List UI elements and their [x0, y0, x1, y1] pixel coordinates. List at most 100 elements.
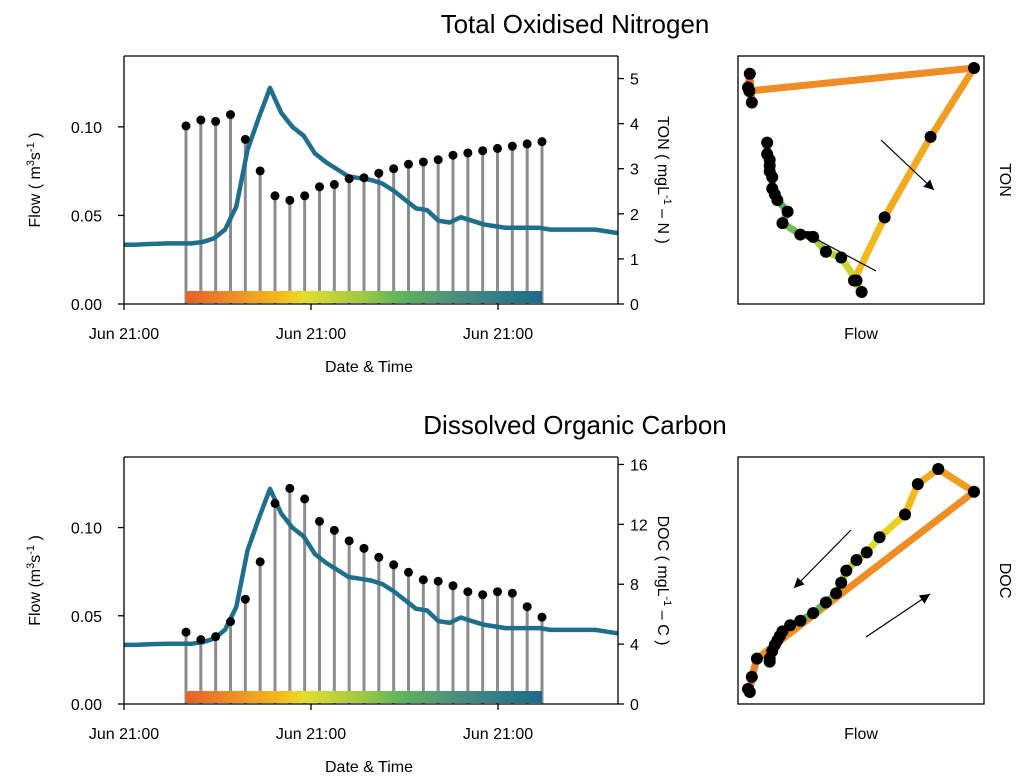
hysteresis-point: [745, 96, 758, 109]
sample-point: [374, 552, 384, 562]
hysteresis-point: [835, 576, 848, 589]
y-tick-label-right: 12: [630, 517, 648, 534]
hysteresis-segment: [850, 213, 889, 285]
hysteresis-point: [855, 286, 868, 298]
y-tick-label-left: 0.05: [71, 208, 102, 225]
sample-point: [418, 157, 428, 167]
sampling-color-ramp: [186, 291, 542, 303]
hysteresis-point: [766, 182, 779, 195]
sample-point: [463, 148, 473, 158]
direction-arrowhead: [918, 594, 930, 604]
hysteresis-x-label: Flow: [844, 726, 878, 743]
sample-point: [270, 191, 280, 201]
y-tick-label-left: 0.05: [71, 609, 102, 626]
sample-point: [463, 587, 473, 597]
hysteresis-point: [911, 478, 924, 491]
flow-line: [124, 486, 619, 648]
y-tick-label-left: 0.00: [71, 697, 102, 714]
y-tick-label-right: 5: [630, 72, 639, 89]
hysteresis-segment: [934, 465, 978, 496]
sample-point: [478, 590, 488, 600]
hysteresis-point: [968, 62, 980, 74]
sample-point: [315, 516, 324, 526]
y-tick-label-right: 16: [630, 457, 648, 474]
hysteresis-point: [932, 463, 945, 475]
sample-point: [344, 174, 354, 184]
sample-point: [418, 575, 428, 585]
y-tick-label-right: 4: [630, 637, 639, 654]
y-axis-label-right: DOC ( mgL-1 – C ): [654, 516, 673, 646]
hysteresis-point: [743, 84, 756, 97]
sampling-color-ramp: [186, 691, 542, 703]
sample-point: [196, 115, 206, 125]
sample-point: [300, 494, 310, 504]
hysteresis-x-label: Flow: [844, 326, 878, 343]
sample-point: [344, 536, 354, 546]
sample-point: [448, 581, 458, 591]
direction-arrowhead: [923, 179, 934, 190]
sample-point: [315, 182, 324, 192]
sample-point: [285, 483, 295, 493]
sample-point: [359, 173, 369, 183]
direction-arrow: [865, 593, 931, 638]
sample-point: [240, 134, 250, 144]
y-tick-label-right: 3: [630, 162, 639, 179]
y-tick-label-right: 2: [630, 207, 639, 224]
y-tick-label-right: 0: [630, 697, 639, 714]
hysteresis-point: [899, 508, 912, 521]
sample-point: [433, 155, 443, 165]
hysteresis-point: [750, 652, 763, 665]
sample-point: [522, 139, 532, 149]
direction-arrowhead: [801, 231, 813, 241]
hysteresis-point: [873, 531, 886, 544]
sample-point: [507, 141, 517, 151]
sample-point: [537, 137, 547, 147]
sample-point: [389, 560, 399, 570]
hysteresis-point: [860, 546, 873, 559]
y-tick-label-right: 8: [630, 577, 639, 594]
hysteresis-y-label: TON: [996, 163, 1013, 196]
hysteresis-point: [761, 136, 774, 149]
sample-point: [359, 543, 369, 553]
sample-point: [196, 635, 206, 645]
hysteresis-segment: [881, 133, 935, 221]
hysteresis-point: [807, 607, 820, 620]
sample-point: [404, 159, 413, 169]
hysteresis-point: [819, 245, 832, 258]
hysteresis-point: [745, 670, 758, 683]
sample-point: [329, 180, 339, 190]
hysteresis-point: [819, 596, 832, 609]
hysteresis-point: [835, 251, 848, 264]
hysteresis-segment: [745, 64, 978, 95]
sample-point: [448, 150, 458, 160]
sample-point: [493, 587, 502, 597]
sample-point: [522, 602, 532, 612]
sample-point: [300, 191, 310, 201]
direction-arrow: [880, 139, 935, 191]
hysteresis-y-label: DOC: [996, 563, 1013, 599]
y-axis-label-right: TON ( mgL-1 – N ): [654, 116, 673, 244]
sample-point: [240, 594, 250, 604]
x-axis-label: Date & Time: [325, 359, 413, 376]
flow-line: [124, 85, 619, 247]
hysteresis-point: [878, 211, 891, 224]
sample-point: [404, 567, 413, 577]
y-tick-label-left: 0.10: [71, 521, 102, 538]
hysteresis-point: [776, 217, 789, 230]
panel-title: Dissolved Organic Carbon: [423, 410, 726, 440]
sample-point: [493, 143, 502, 153]
sample-point: [226, 110, 235, 120]
sample-point: [270, 498, 280, 508]
hysteresis-point: [781, 205, 794, 218]
y-tick-label-right: 0: [630, 297, 639, 314]
hysteresis-point: [968, 485, 980, 498]
x-tick-label: Jun 21:00: [89, 326, 159, 343]
hysteresis-segment: [927, 64, 978, 141]
sample-point: [389, 164, 399, 174]
hysteresis-point: [794, 614, 807, 627]
sample-point: [374, 168, 384, 178]
hysteresis-point: [850, 554, 863, 567]
x-tick-label: Jun 21:00: [463, 326, 533, 343]
sample-point: [211, 116, 221, 126]
